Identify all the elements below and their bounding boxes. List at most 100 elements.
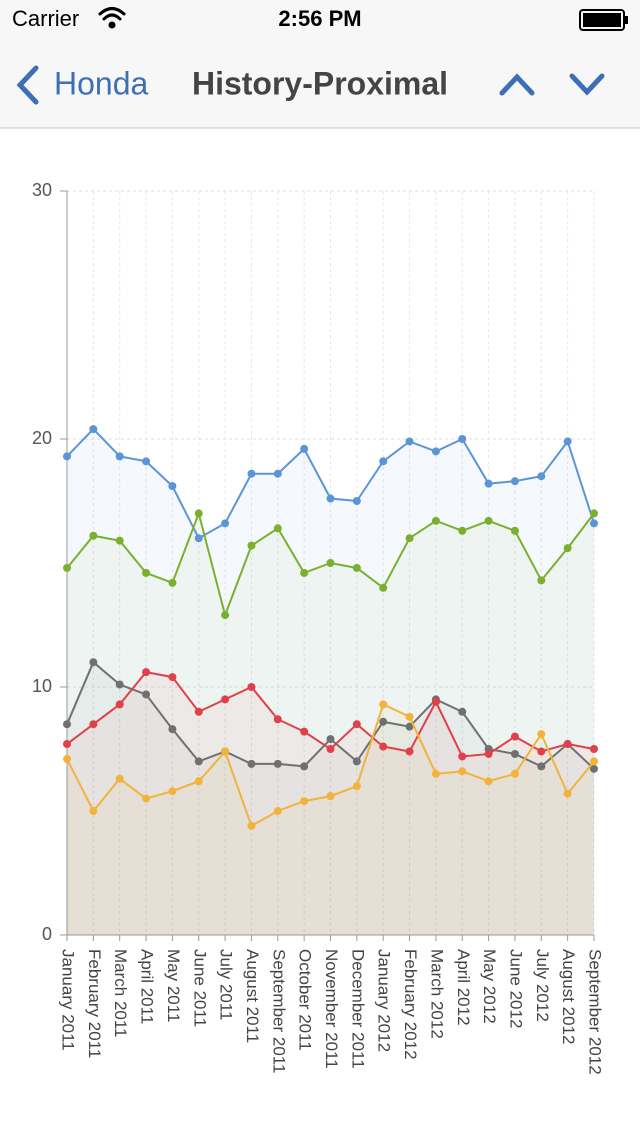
previous-button[interactable] (499, 73, 535, 96)
data-point (300, 444, 309, 453)
data-point (168, 725, 177, 734)
data-point (326, 745, 335, 753)
data-point (300, 727, 309, 736)
x-tick-label: July 2012 (533, 949, 552, 1022)
data-point (537, 730, 546, 739)
time: 2:56 PM (278, 6, 361, 31)
data-point (458, 707, 467, 716)
data-point (63, 452, 71, 461)
data-point (63, 563, 71, 572)
data-point (484, 777, 493, 786)
data-point (563, 740, 572, 749)
wifi-icon (98, 7, 126, 29)
x-tick-label: April 2012 (454, 949, 473, 1026)
data-point (115, 700, 124, 709)
x-tick-label: June 2012 (506, 949, 525, 1028)
data-point (115, 536, 124, 545)
data-point (458, 435, 467, 443)
data-point (300, 568, 309, 577)
data-point (458, 752, 467, 761)
data-point (405, 712, 414, 721)
data-point (537, 576, 546, 585)
data-point (115, 680, 124, 689)
data-point (142, 668, 151, 677)
x-tick-label: October 2011 (296, 949, 315, 1051)
back-chevron[interactable] (16, 65, 39, 105)
data-point (326, 559, 335, 567)
x-tick-label: December 2011 (348, 949, 367, 1069)
data-point (194, 777, 203, 786)
x-tick-label: March 2012 (427, 949, 446, 1039)
data-point (484, 516, 493, 525)
chart: 0 10 20 30 January 2011 February 2011 March 20… (32, 180, 605, 1075)
data-point (379, 457, 388, 466)
data-point (379, 700, 388, 709)
data-point (221, 611, 230, 620)
data-point (89, 531, 98, 540)
data-point (590, 757, 598, 766)
x-tick-label: June 2011 (190, 949, 209, 1027)
data-point (142, 568, 151, 577)
data-point (63, 754, 71, 763)
data-point (142, 690, 151, 699)
data-point (352, 720, 361, 729)
data-point (590, 764, 598, 773)
data-point (431, 516, 440, 525)
data-point (379, 583, 388, 592)
data-point (247, 541, 256, 550)
data-point (510, 477, 519, 486)
area-fill (67, 513, 594, 935)
next-button[interactable] (569, 73, 605, 96)
data-point (431, 697, 440, 706)
y-tick-label: 20 (32, 428, 52, 448)
area-fill (67, 429, 594, 935)
data-point (221, 695, 230, 704)
data-point (537, 747, 546, 756)
back-button[interactable]: Honda (54, 65, 149, 101)
data-point (563, 437, 572, 446)
area-fill (67, 672, 594, 935)
x-tick-label: August 2012 (559, 949, 578, 1044)
data-point (326, 792, 335, 801)
data-point (484, 479, 493, 488)
data-point (194, 707, 203, 716)
data-point (142, 457, 151, 466)
data-point (431, 769, 440, 778)
data-point (510, 749, 519, 758)
data-point (510, 526, 519, 535)
nav-title: History-Proximal (192, 65, 448, 101)
data-point (352, 757, 361, 766)
data-point (247, 821, 256, 830)
data-point (458, 767, 467, 776)
data-point (115, 774, 124, 783)
data-point (168, 578, 177, 587)
data-point (168, 787, 177, 796)
data-point (89, 425, 98, 434)
data-point (273, 469, 282, 478)
data-point (484, 749, 493, 758)
battery-icon (579, 9, 628, 31)
x-tick-label: January 2011 (59, 949, 78, 1051)
data-point (168, 673, 177, 682)
data-point (194, 757, 203, 766)
x-tick-label: March 2011 (111, 949, 130, 1038)
data-point (168, 482, 177, 491)
data-point (273, 807, 282, 815)
y-tick-label: 30 (32, 180, 52, 200)
data-point (352, 782, 361, 791)
data-point (247, 683, 256, 691)
x-tick-label: November 2011 (322, 949, 341, 1069)
nav-background (0, 0, 640, 128)
data-point (458, 526, 467, 535)
data-point (563, 789, 572, 798)
data-point (405, 437, 414, 446)
data-point (379, 742, 388, 751)
x-tick-label: September 2011 (269, 949, 288, 1073)
x-tick-label: January 2012 (375, 949, 394, 1052)
data-point (247, 759, 256, 768)
data-point (221, 747, 230, 756)
y-tick-label: 0 (42, 924, 52, 944)
data-point (300, 797, 309, 806)
data-point (537, 472, 546, 481)
